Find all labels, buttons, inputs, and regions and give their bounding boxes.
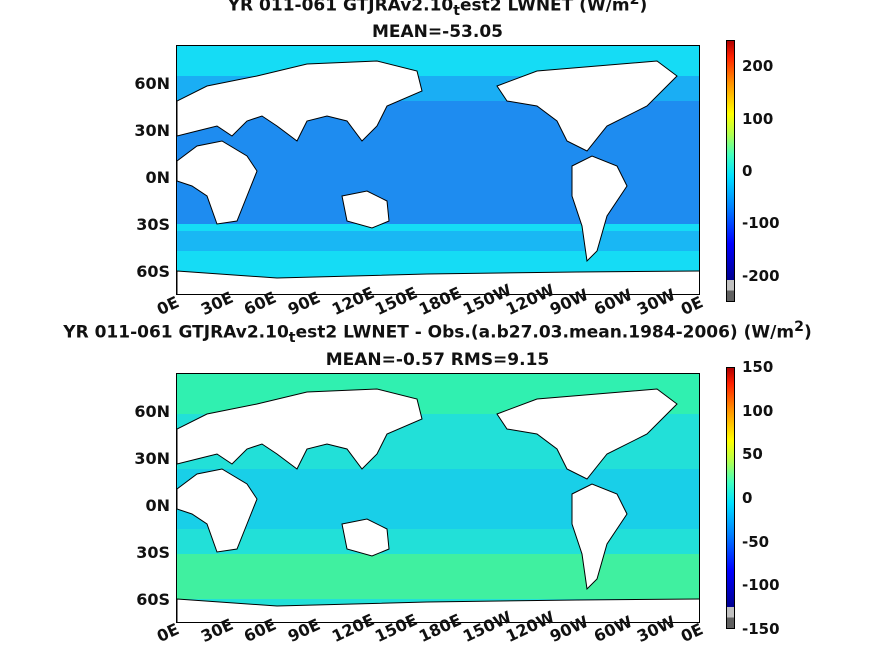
panel1-title: YR 011-061 GTJRAv2.10test2 LWNET (W/m2) bbox=[0, 0, 875, 19]
colorbar-tick-label: 200 bbox=[742, 57, 774, 76]
panel2-map-svg bbox=[177, 374, 699, 622]
eurasia bbox=[177, 60, 423, 142]
title-part: ) bbox=[639, 0, 648, 16]
panel2-mean: MEAN=-0.57 RMS=9.15 bbox=[325, 350, 550, 370]
title-part: ) bbox=[803, 322, 812, 343]
panel2-colorbar bbox=[726, 367, 735, 629]
title-part: est2 LWNET - Obs.(a.b27.03.mean.1984-200… bbox=[295, 322, 795, 343]
lat-tick-label: 30S bbox=[136, 214, 170, 234]
north-america bbox=[496, 60, 678, 152]
lat-tick-label: 30S bbox=[136, 542, 170, 562]
colorbar-tick-label: 0 bbox=[742, 162, 753, 180]
lat-tick-label: 60N bbox=[134, 74, 170, 94]
lat-tick-label: 30N bbox=[134, 448, 170, 468]
colorbar-tick-label: 50 bbox=[742, 445, 763, 464]
colorbar-tick-label: -150 bbox=[742, 620, 780, 638]
panel2-title: YR 011-061 GTJRAv2.10test2 LWNET - Obs.(… bbox=[0, 319, 875, 346]
lon-tick-label: 0E bbox=[677, 619, 706, 646]
title-part: YR 011-061 GTJRAv2.10 bbox=[63, 322, 289, 343]
ocean-band-south2 bbox=[177, 231, 699, 251]
north-america bbox=[496, 388, 678, 480]
lat-tick-label: 0N bbox=[145, 167, 170, 187]
lon-tick-label: 0E bbox=[677, 292, 706, 319]
lat-tick-label: 60N bbox=[134, 402, 170, 422]
lat-tick-label: 60S bbox=[136, 589, 170, 609]
title-sup: 2 bbox=[794, 319, 804, 335]
colorbar-tick-label: 100 bbox=[742, 401, 774, 420]
africa bbox=[177, 140, 258, 225]
south-america bbox=[571, 155, 628, 263]
title-part: YR 011-061 GTJRAv2.10 bbox=[227, 0, 454, 16]
colorbar-tick-label: -100 bbox=[742, 214, 780, 233]
lat-tick-label: 30N bbox=[134, 120, 170, 140]
lon-tick-label: 0E bbox=[153, 292, 182, 319]
eurasia bbox=[177, 388, 423, 470]
colorbar-tick-label: -100 bbox=[742, 576, 780, 595]
lat-tick-label: 0N bbox=[145, 495, 170, 515]
panel2-map bbox=[176, 373, 700, 623]
title-sub: t bbox=[453, 3, 461, 20]
title-sup: 2 bbox=[629, 0, 640, 8]
panel1-colorbar bbox=[726, 40, 735, 302]
colorbar-tick-label: -200 bbox=[742, 266, 780, 285]
antarctica bbox=[177, 598, 699, 622]
panel1-mean: MEAN=-53.05 bbox=[372, 22, 503, 42]
colorbar-tick-label: 100 bbox=[742, 109, 774, 128]
colorbar-tick-label: -50 bbox=[742, 532, 770, 551]
antarctica bbox=[177, 270, 699, 294]
continents bbox=[177, 60, 699, 294]
panel1-map-svg bbox=[177, 46, 699, 294]
lon-tick-label: 0E bbox=[153, 619, 182, 646]
panel1-map bbox=[176, 45, 700, 295]
australia bbox=[341, 518, 390, 557]
title-part: est2 LWNET (W/m bbox=[460, 0, 630, 16]
continents bbox=[177, 388, 699, 622]
ocean-band-south bbox=[177, 554, 699, 599]
colorbar-tick-label: 150 bbox=[742, 358, 774, 376]
australia bbox=[341, 190, 390, 229]
south-america bbox=[571, 483, 628, 591]
africa bbox=[177, 468, 258, 553]
colorbar-tick-label: 0 bbox=[742, 489, 753, 507]
lat-tick-label: 60S bbox=[136, 261, 170, 281]
title-sub: t bbox=[288, 330, 296, 347]
